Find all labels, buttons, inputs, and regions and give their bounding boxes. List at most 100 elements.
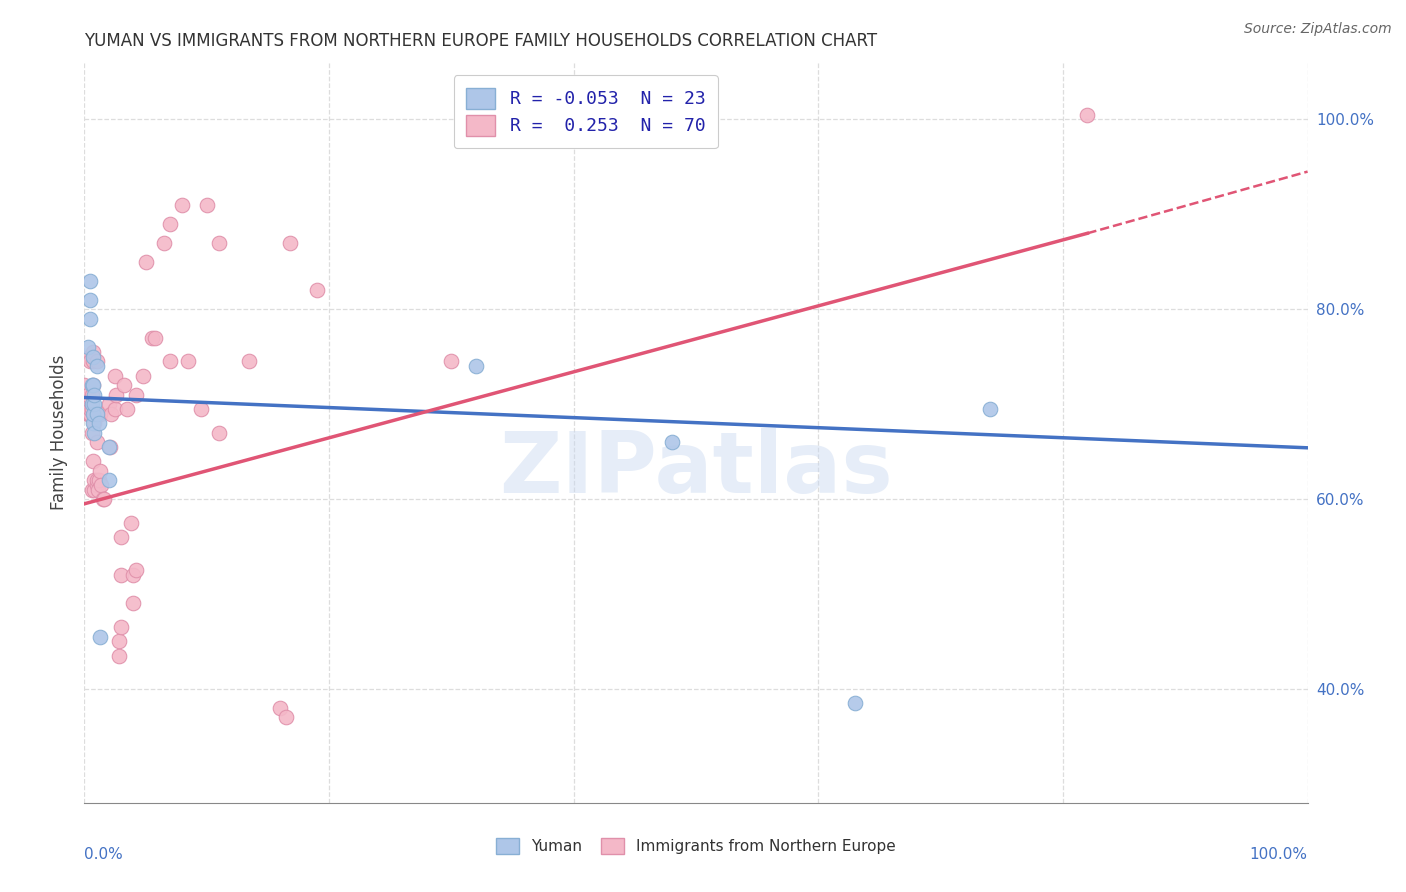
Point — [79, 274, 101, 288]
Point — [120, 516, 142, 530]
Point — [80, 387, 103, 401]
Point — [305, 283, 328, 297]
Point — [105, 387, 128, 401]
Point — [125, 387, 148, 401]
Point — [153, 235, 176, 250]
Point — [177, 354, 200, 368]
Point — [979, 401, 1001, 416]
Point — [83, 473, 105, 487]
Point — [89, 464, 111, 478]
Point — [80, 378, 103, 392]
Point — [83, 397, 105, 411]
Point — [79, 311, 101, 326]
Point — [122, 568, 145, 582]
Point — [83, 425, 105, 440]
Point — [82, 454, 104, 468]
Point — [79, 354, 101, 368]
Point — [86, 354, 108, 368]
Text: YUMAN VS IMMIGRANTS FROM NORTHERN EUROPE FAMILY HOUSEHOLDS CORRELATION CHART: YUMAN VS IMMIGRANTS FROM NORTHERN EUROPE… — [84, 32, 877, 50]
Point — [208, 235, 231, 250]
Point — [110, 568, 132, 582]
Text: 100.0%: 100.0% — [1250, 847, 1308, 863]
Text: Source: ZipAtlas.com: Source: ZipAtlas.com — [1244, 22, 1392, 37]
Point — [104, 401, 127, 416]
Point — [159, 217, 181, 231]
Point — [80, 397, 103, 411]
Point — [159, 354, 181, 368]
Point — [82, 407, 104, 421]
Point — [97, 440, 120, 454]
Point — [172, 198, 194, 212]
Point — [104, 368, 127, 383]
Legend: Yuman, Immigrants from Northern Europe: Yuman, Immigrants from Northern Europe — [489, 830, 903, 862]
Point — [80, 425, 103, 440]
Point — [132, 368, 155, 383]
Point — [79, 401, 101, 416]
Point — [77, 387, 100, 401]
Point — [89, 630, 111, 644]
Point — [82, 345, 104, 359]
Point — [844, 696, 866, 710]
Text: ZIPatlas: ZIPatlas — [499, 428, 893, 511]
Point — [82, 350, 104, 364]
Point — [440, 354, 463, 368]
Point — [269, 701, 291, 715]
Point — [86, 473, 108, 487]
Point — [86, 478, 108, 492]
Point — [79, 407, 101, 421]
Point — [125, 563, 148, 577]
Point — [77, 350, 100, 364]
Point — [91, 491, 114, 506]
Point — [80, 401, 103, 416]
Point — [208, 425, 231, 440]
Point — [278, 235, 301, 250]
Point — [464, 359, 486, 374]
Point — [77, 407, 100, 421]
Point — [86, 359, 108, 374]
Point — [100, 407, 122, 421]
Point — [143, 331, 166, 345]
Point — [190, 401, 212, 416]
Point — [83, 387, 105, 401]
Point — [82, 354, 104, 368]
Point — [661, 435, 683, 450]
Point — [112, 378, 135, 392]
Text: 0.0%: 0.0% — [84, 847, 124, 863]
Point — [122, 597, 145, 611]
Point — [87, 416, 110, 430]
Point — [110, 620, 132, 634]
Point — [276, 710, 298, 724]
Point — [135, 254, 157, 268]
Point — [86, 435, 108, 450]
Point — [87, 483, 110, 497]
Point — [115, 401, 138, 416]
Y-axis label: Family Households: Family Households — [51, 355, 69, 510]
Point — [82, 378, 104, 392]
Point — [97, 397, 120, 411]
Point — [90, 478, 112, 492]
Point — [195, 198, 218, 212]
Point — [77, 340, 100, 354]
Point — [86, 407, 108, 421]
Point — [77, 407, 100, 421]
Point — [141, 331, 163, 345]
Point — [87, 473, 110, 487]
Point — [107, 634, 129, 648]
Point — [83, 483, 105, 497]
Point — [82, 416, 104, 430]
Point — [98, 440, 121, 454]
Point — [82, 378, 104, 392]
Point — [83, 416, 105, 430]
Point — [89, 407, 111, 421]
Point — [73, 378, 96, 392]
Point — [1076, 108, 1098, 122]
Point — [80, 483, 103, 497]
Point — [110, 530, 132, 544]
Point — [93, 491, 115, 506]
Point — [76, 401, 98, 416]
Point — [97, 473, 120, 487]
Point — [107, 648, 129, 663]
Point — [79, 293, 101, 307]
Point — [238, 354, 260, 368]
Point — [83, 407, 105, 421]
